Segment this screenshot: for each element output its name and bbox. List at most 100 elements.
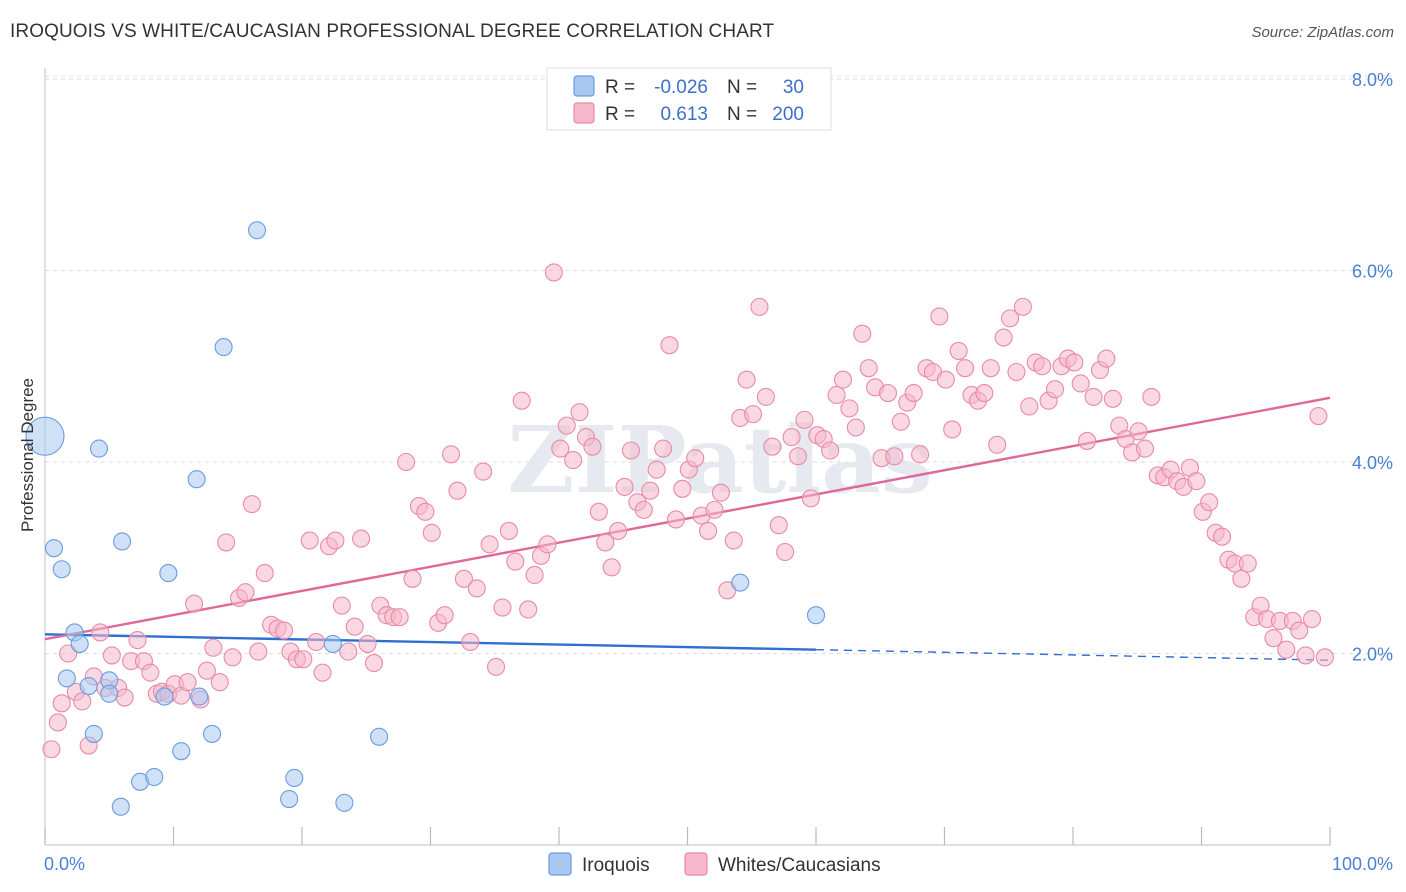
whites-point xyxy=(833,370,853,389)
whites-point xyxy=(936,370,955,389)
whites-point xyxy=(1013,297,1032,316)
whites-point xyxy=(403,569,422,588)
whites-point xyxy=(1309,406,1328,426)
whites-trend-line xyxy=(44,396,1331,641)
whites-point xyxy=(1078,431,1097,450)
whites-point xyxy=(1135,439,1155,458)
whites-point xyxy=(641,481,660,500)
whites-point xyxy=(422,523,441,542)
y-axis-label: Professional Degree xyxy=(18,378,37,532)
whites-point xyxy=(339,642,358,661)
whites-point xyxy=(782,428,801,447)
whites-point xyxy=(544,263,563,282)
whites-point xyxy=(1232,569,1251,588)
whites-point xyxy=(435,606,454,625)
whites-point xyxy=(1065,353,1084,372)
whites-point xyxy=(345,617,364,636)
whites-point xyxy=(1000,309,1020,328)
whites-point xyxy=(307,632,326,652)
legend-r-label-0: R = xyxy=(605,77,635,98)
whites-point xyxy=(827,385,846,405)
whites-point xyxy=(1315,648,1334,667)
whites-point xyxy=(185,594,204,613)
whites-point xyxy=(1213,527,1232,546)
whites-point xyxy=(352,529,371,548)
whites-point xyxy=(949,341,968,360)
y-tick-label: 6.0% xyxy=(1352,262,1393,282)
whites-point xyxy=(236,583,255,602)
whites-point xyxy=(364,654,384,673)
iroquois-point xyxy=(57,669,76,688)
trend-lines xyxy=(44,396,1331,661)
whites-point xyxy=(1020,397,1039,416)
whites-point xyxy=(551,439,570,458)
whites-point xyxy=(846,418,865,437)
whites-point xyxy=(274,621,294,640)
iroquois-point xyxy=(84,724,103,743)
legend-r-value-0: -0.026 xyxy=(654,77,708,98)
whites-point xyxy=(448,481,467,500)
legend-swatch-whites xyxy=(573,102,595,124)
whites-point xyxy=(461,632,480,652)
axes xyxy=(44,68,1331,846)
whites-point xyxy=(1007,362,1026,382)
whites-point xyxy=(499,521,518,540)
iroquois-point xyxy=(187,470,206,489)
whites-point xyxy=(891,412,910,431)
whites-point xyxy=(442,445,461,464)
iroquois-point xyxy=(145,767,164,787)
iroquois-point xyxy=(190,687,209,706)
legend-r-label-1: R = xyxy=(605,104,635,125)
iroquois-point xyxy=(79,677,98,696)
whites-point xyxy=(673,479,692,498)
iroquois-point xyxy=(806,606,826,625)
whites-point xyxy=(141,663,160,682)
whites-point xyxy=(512,391,531,410)
whites-point xyxy=(1296,646,1315,665)
bottom-legend: Iroquois Whites/Caucasians xyxy=(548,852,881,876)
y-tick-label: 4.0% xyxy=(1352,453,1393,473)
legend: R = -0.026 N = 30 R = 0.613 N = 200 xyxy=(546,67,832,131)
whites-point xyxy=(840,399,859,418)
iroquois-point xyxy=(44,539,64,558)
whites-point xyxy=(538,535,557,554)
whites-point xyxy=(769,516,788,535)
whites-point xyxy=(1277,640,1296,659)
iroquois-point xyxy=(70,634,89,653)
iroquois-trend-line xyxy=(44,633,817,651)
whites-point xyxy=(102,646,121,665)
whites-point xyxy=(326,531,345,550)
iroquois-point xyxy=(155,687,174,706)
whites-point xyxy=(204,638,223,657)
iroquois-trend-extension xyxy=(815,648,1331,661)
whites-point xyxy=(743,405,763,424)
whites-point xyxy=(474,462,493,481)
data-points xyxy=(25,221,1334,816)
whites-point xyxy=(506,552,525,571)
whites-point xyxy=(788,447,808,466)
iroquois-point xyxy=(89,439,109,458)
bottom-legend-swatch-whites xyxy=(684,852,708,876)
x-tick-label-min: 0.0% xyxy=(44,854,85,874)
iroquois-point xyxy=(25,416,65,456)
whites-point xyxy=(711,483,730,502)
whites-point xyxy=(1033,357,1052,376)
legend-r-value-1: 0.613 xyxy=(660,104,708,125)
whites-point xyxy=(358,634,377,653)
whites-point xyxy=(943,420,962,439)
whites-point xyxy=(178,673,197,692)
whites-point xyxy=(589,502,608,521)
whites-point xyxy=(480,535,499,554)
iroquois-point xyxy=(100,684,119,703)
whites-point xyxy=(596,533,615,552)
whites-point xyxy=(242,495,261,514)
whites-point xyxy=(878,384,898,403)
whites-point xyxy=(853,324,872,343)
whites-point xyxy=(705,500,724,519)
whites-point xyxy=(699,521,718,540)
whites-point xyxy=(397,452,416,472)
whites-point xyxy=(660,336,679,355)
whites-point xyxy=(255,564,274,583)
whites-point xyxy=(48,713,67,732)
whites-point xyxy=(249,642,268,661)
